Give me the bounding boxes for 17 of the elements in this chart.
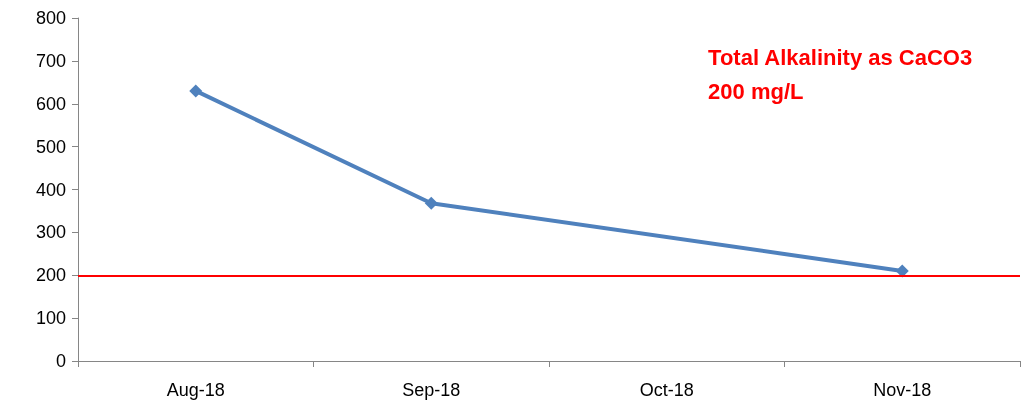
ref-line-label: Total Alkalinity as CaCO3 200 mg/L (708, 44, 973, 104)
y-tick-label: 300 (35, 222, 66, 243)
y-tick-label: 500 (35, 136, 66, 157)
point (189, 84, 203, 98)
y-tick-label: 700 (35, 50, 66, 71)
y-tick-label: 200 (35, 265, 66, 286)
y-tick-label: 400 (35, 179, 66, 200)
y-tick-label: 100 (35, 308, 66, 329)
x-tick-label: Aug-18 (166, 380, 225, 400)
y-tick-label: 0 (55, 351, 66, 371)
point (895, 264, 909, 278)
x-tick-label: Nov-18 (873, 380, 932, 400)
y-tick-label: 800 (35, 8, 66, 28)
point (424, 196, 438, 210)
x-tick-label: Oct-18 (639, 380, 694, 400)
y-tick-label: 600 (35, 93, 66, 114)
x-tick-label: Sep-18 (402, 380, 461, 400)
